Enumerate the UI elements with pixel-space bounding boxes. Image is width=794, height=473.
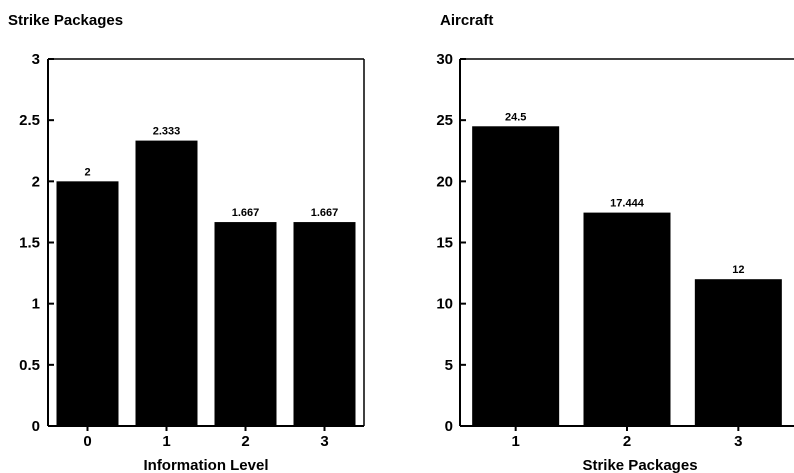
y-tick-label: 3 — [32, 51, 40, 68]
y-tick-label: 10 — [436, 296, 453, 313]
chart-title: Aircraft — [440, 12, 493, 29]
y-tick-label: 1 — [32, 296, 40, 313]
y-tick-label: 1.5 — [19, 235, 40, 252]
y-tick-label: 0.5 — [19, 357, 40, 374]
chart-aircraft: Aircraft 0 5 10 15 20 25 30 24.5 1 17.444 2 12 3 Strik… — [436, 12, 794, 473]
y-tick-label: 2 — [32, 173, 40, 190]
y-tick-label: 20 — [436, 173, 453, 190]
y-tick-label: 2.5 — [19, 112, 40, 129]
bar-value-label: 1.667 — [232, 207, 260, 219]
y-tick-label: 25 — [436, 112, 453, 129]
x-category-label: 2 — [241, 433, 249, 450]
x-category-label: 2 — [623, 433, 631, 450]
bar — [293, 222, 356, 426]
bar-value-label: 1.667 — [311, 207, 339, 219]
x-axis-title: Information Level — [143, 457, 268, 473]
bar-value-label: 2.333 — [153, 126, 181, 138]
bar-value-label: 12 — [732, 264, 744, 276]
x-category-label: 1 — [162, 433, 170, 450]
bar-value-label: 17.444 — [610, 198, 645, 210]
bar — [472, 126, 560, 427]
chart-title: Strike Packages — [8, 12, 123, 29]
bar-value-label: 24.5 — [505, 111, 526, 123]
x-category-label: 3 — [734, 433, 742, 450]
y-tick-label: 15 — [436, 235, 453, 252]
bar — [583, 212, 671, 426]
y-tick-label: 0 — [32, 418, 40, 435]
chart-strike-packages: Strike Packages 0 0.5 1 1.5 2 2.5 3 2 0 2.333 1 1.66… — [8, 12, 365, 473]
bar — [694, 279, 782, 426]
y-tick-label: 0 — [445, 418, 453, 435]
x-category-label: 0 — [83, 433, 91, 450]
y-tick-label: 30 — [436, 51, 453, 68]
bar — [56, 181, 119, 426]
y-tick-label: 5 — [445, 357, 453, 374]
x-category-label: 1 — [511, 433, 519, 450]
bar — [214, 222, 277, 426]
bar-value-label: 2 — [84, 166, 90, 178]
x-axis-title: Strike Packages — [582, 457, 697, 473]
bar — [135, 140, 198, 427]
x-category-label: 3 — [320, 433, 328, 450]
